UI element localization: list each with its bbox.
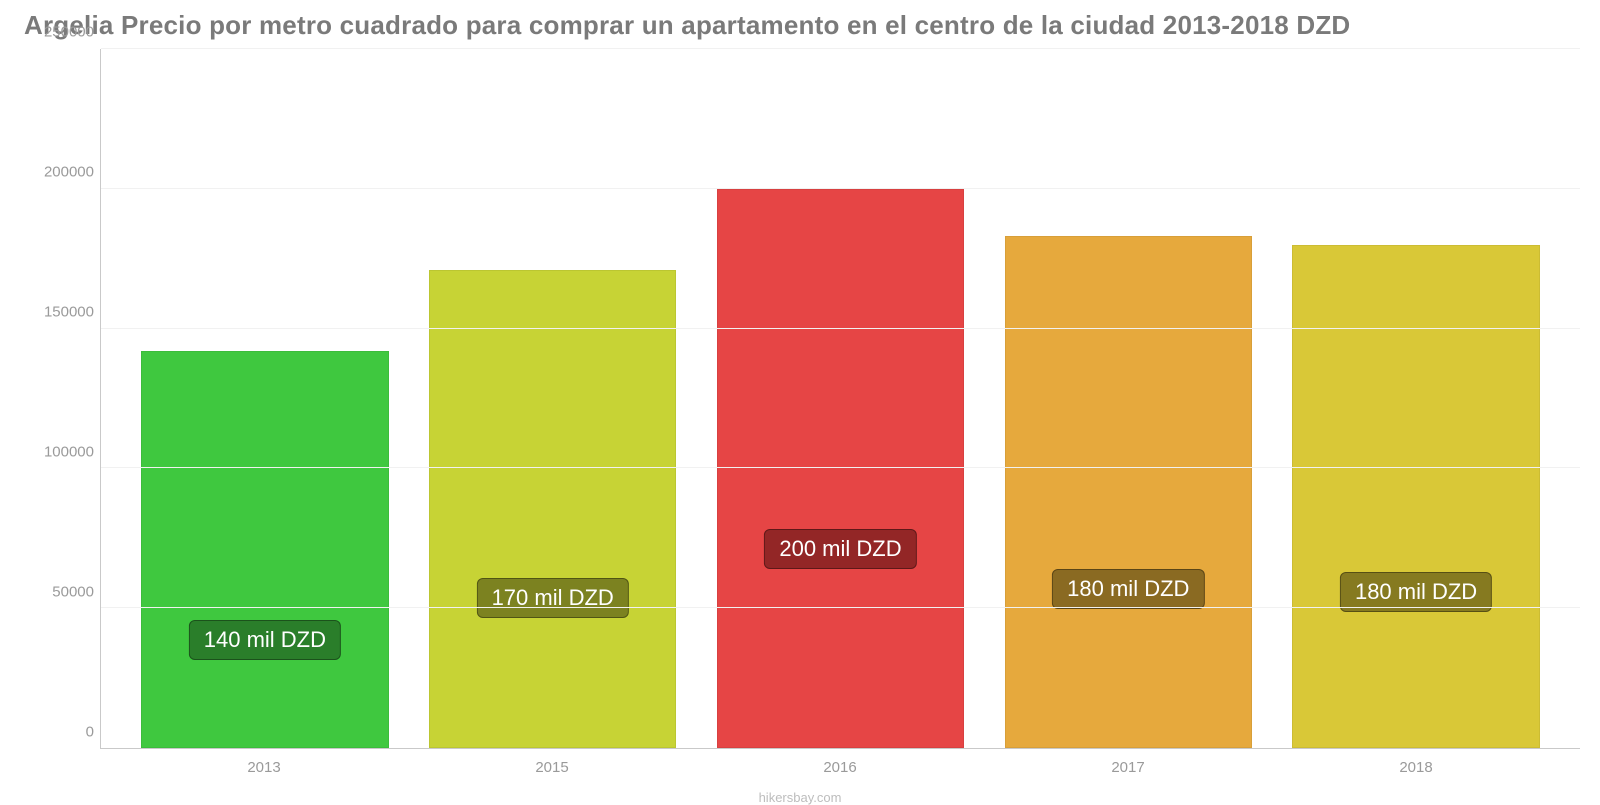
x-tick-label: 2013: [120, 749, 408, 776]
y-tick-label: 200000: [24, 164, 94, 181]
bar-value-label: 140 mil DZD: [189, 620, 341, 660]
plot-area: 140 mil DZD 170 mil DZD 200 mil DZD 180 mil…: [100, 49, 1580, 749]
grid-line: [101, 328, 1580, 329]
bar-slot: 200 mil DZD: [697, 49, 985, 748]
y-tick-label: 100000: [24, 444, 94, 461]
x-tick-label: 2016: [696, 749, 984, 776]
bar: 170 mil DZD: [429, 270, 677, 748]
bar: 180 mil DZD: [1005, 236, 1253, 748]
x-axis: 20132015201620172018: [100, 749, 1580, 776]
x-tick-label: 2017: [984, 749, 1272, 776]
y-tick-label: 250000: [24, 24, 94, 41]
x-tick-label: 2018: [1272, 749, 1560, 776]
grid-line: [101, 467, 1580, 468]
chart-title: Argelia Precio por metro cuadrado para c…: [20, 8, 1580, 49]
y-tick-label: 150000: [24, 304, 94, 321]
grid-line: [101, 48, 1580, 49]
bars-group: 140 mil DZD 170 mil DZD 200 mil DZD 180 mil…: [101, 49, 1580, 748]
bar-value-label: 180 mil DZD: [1340, 572, 1492, 612]
bar-slot: 180 mil DZD: [984, 49, 1272, 748]
bar: 140 mil DZD: [141, 351, 389, 748]
bar-value-label: 200 mil DZD: [764, 529, 916, 569]
bar-value-label: 180 mil DZD: [1052, 569, 1204, 609]
bar-value-label: 170 mil DZD: [477, 578, 629, 618]
bar-slot: 140 mil DZD: [121, 49, 409, 748]
grid-line: [101, 607, 1580, 608]
chart-footer: hikersbay.com: [20, 776, 1580, 805]
y-tick-label: 50000: [24, 584, 94, 601]
plot-row: 050000100000150000200000250000 140 mil D…: [20, 49, 1580, 749]
bar: 200 mil DZD: [717, 189, 965, 748]
y-tick-label: 0: [24, 724, 94, 741]
grid-line: [101, 188, 1580, 189]
bar: 180 mil DZD: [1292, 245, 1540, 748]
chart-container: Argelia Precio por metro cuadrado para c…: [0, 0, 1600, 800]
x-tick-label: 2015: [408, 749, 696, 776]
bar-slot: 170 mil DZD: [409, 49, 697, 748]
bar-slot: 180 mil DZD: [1272, 49, 1560, 748]
y-axis: 050000100000150000200000250000: [20, 49, 100, 749]
